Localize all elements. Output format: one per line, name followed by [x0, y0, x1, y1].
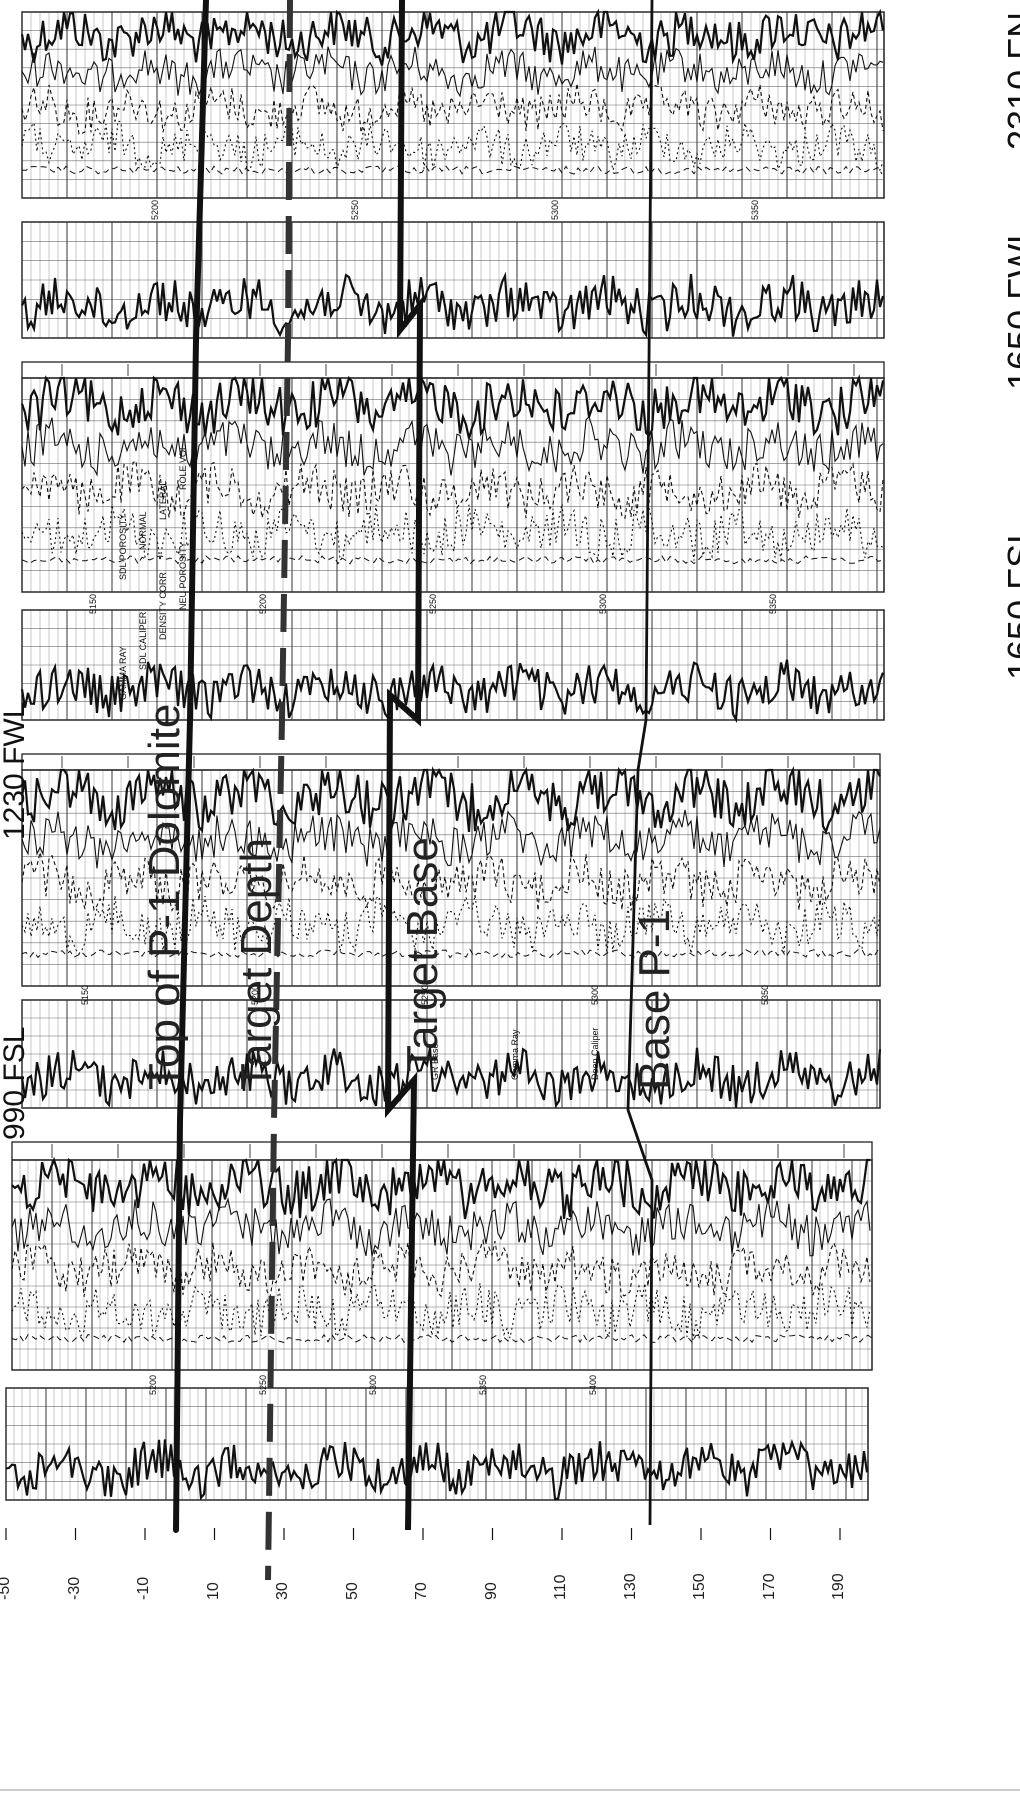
track-depth-label: Deep Caliper [590, 1027, 600, 1080]
log-curve [20, 765, 881, 835]
track-depth-label: 5250 [428, 593, 438, 614]
log-curve-dashed [21, 555, 883, 565]
log-curve [21, 809, 881, 869]
scale-label: 110 [552, 1574, 569, 1600]
track-depth-label: 5200 [250, 984, 260, 1005]
track-depth-label: GAMMA RAY [118, 646, 128, 700]
scale-label: 150 [691, 1573, 708, 1600]
depth-strip [21, 361, 885, 379]
track-depth-label: 5250 [420, 984, 430, 1005]
log-curve [11, 1238, 871, 1299]
track-depth-label: ROLE VOL [178, 444, 188, 490]
scale-label: 170 [760, 1573, 778, 1600]
label-target-depth: Target Depth [232, 838, 281, 1090]
log-curve [21, 852, 881, 912]
corr-line-base-p1 [626, 0, 654, 1526]
label-target-base: Target Base [398, 837, 447, 1072]
scale-label: 190 [830, 1573, 847, 1600]
log-curve [20, 374, 885, 439]
scale-label: 70 [413, 1582, 430, 1600]
log-curve [21, 895, 881, 955]
track-depth-label: 5350 [478, 1374, 488, 1395]
track-depth-label: SDL CALIPER [138, 611, 148, 670]
track-depth-label: 5300 [598, 593, 608, 614]
scale-label: 130 [621, 1573, 639, 1600]
track-depth-label: 5350 [750, 199, 760, 220]
label-top-p1-dolomite: Top of P-1 Dolomite [140, 703, 189, 1090]
track-depth-label: DENSITY CORR [158, 572, 168, 640]
track-depth-label: GR Base [430, 1043, 440, 1080]
log-curve [20, 659, 885, 724]
track-depth-label: SDL POROSITY [118, 513, 128, 580]
track-depth-label: 5150 [80, 984, 90, 1005]
track-depth-label: 5350 [760, 984, 770, 1005]
location-header-3: 1650 FSL [1000, 523, 1020, 680]
log-curve [20, 8, 885, 66]
scale-label: 30 [274, 1582, 291, 1600]
label-base-p1: Base P-1 [630, 909, 679, 1090]
corr-line-target-depth [265, 0, 293, 1581]
corr-line-target-base [384, 0, 424, 1531]
scale-label: -50 [0, 1576, 13, 1600]
log-curve [21, 503, 884, 562]
log-curve-dashed [21, 948, 879, 959]
scale-label: 90 [482, 1582, 500, 1600]
log-curve [11, 1156, 870, 1220]
depth-strip [11, 1141, 873, 1161]
log-curve-dashed [21, 165, 883, 175]
log-curve [21, 119, 884, 173]
track-depth-label: LATERAL [158, 480, 168, 520]
corr-line-top-p1 [173, 0, 209, 1533]
scale-label: 10 [204, 1582, 222, 1600]
track-depth-label: NEU POROSITY [178, 541, 188, 610]
log-curve [20, 1047, 882, 1109]
track-depth-label: 5300 [590, 984, 600, 1005]
log-curve [21, 271, 885, 339]
log-curve [21, 415, 884, 477]
track-depth-label: 5150 [88, 593, 98, 614]
location-header-2: 1650 FWL [1000, 223, 1020, 390]
log-curve-dashed [11, 1333, 873, 1344]
track-depth-label: NORMAL [138, 511, 148, 550]
track-depth-label: 5200 [258, 593, 268, 614]
track-depth-label: 5300 [550, 199, 560, 220]
log-curve [21, 82, 884, 135]
track-depth-label: Gamma Ray [510, 1029, 520, 1080]
location-header-5: 990 FSL [0, 1026, 31, 1140]
track-depth-label: 5250 [258, 1374, 268, 1395]
track-depth-label: 5350 [768, 593, 778, 614]
track-depth-label: 5200 [148, 1374, 158, 1395]
location-header-4: 1230 FWL [0, 701, 31, 840]
scale-label: -10 [135, 1576, 152, 1600]
track-depth-label: 5250 [350, 199, 360, 220]
scale-label: -30 [65, 1576, 83, 1600]
log-curve [5, 1439, 869, 1501]
track-depth-label: 5400 [588, 1374, 598, 1395]
scale-label: 50 [343, 1582, 361, 1600]
track-depth-label: 5200 [150, 199, 160, 220]
track-depth-label: 5300 [368, 1374, 378, 1395]
log-curve [11, 1282, 871, 1340]
log-curve [21, 46, 884, 98]
log-curve [11, 1197, 871, 1257]
log-curve [21, 460, 884, 519]
location-header-1: 2310 FN [1000, 11, 1020, 150]
